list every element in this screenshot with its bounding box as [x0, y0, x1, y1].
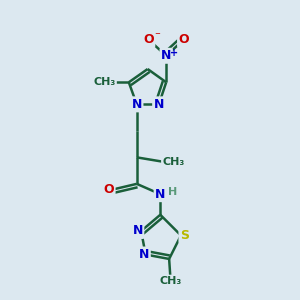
Text: N: N: [132, 224, 143, 238]
Text: S: S: [180, 229, 189, 242]
Text: CH₃: CH₃: [93, 77, 116, 87]
Text: +: +: [170, 48, 178, 59]
Text: ⁻: ⁻: [154, 31, 160, 41]
Text: O: O: [143, 33, 154, 46]
Text: H: H: [168, 187, 177, 197]
Text: O: O: [103, 183, 114, 196]
Text: N: N: [154, 98, 164, 111]
Text: N: N: [139, 248, 149, 261]
Text: N: N: [155, 188, 166, 201]
Text: N: N: [132, 98, 142, 111]
Text: CH₃: CH₃: [162, 157, 185, 167]
Text: CH₃: CH₃: [160, 276, 182, 286]
Text: O: O: [178, 33, 189, 46]
Text: N: N: [161, 49, 171, 62]
